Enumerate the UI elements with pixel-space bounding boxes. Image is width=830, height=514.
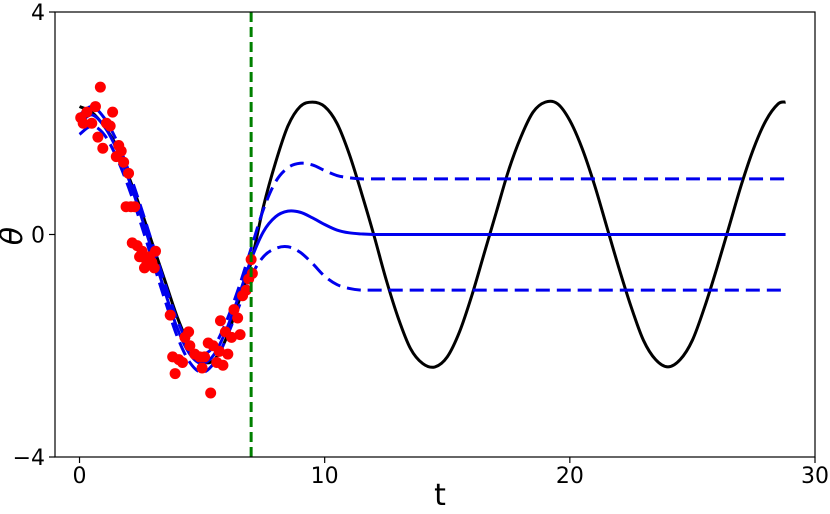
observation-point-31 — [169, 368, 181, 380]
x-tick-label-1: 10 — [311, 464, 339, 489]
observation-point-55 — [240, 284, 252, 296]
observation-point-47 — [217, 359, 229, 371]
data-layer — [75, 12, 786, 457]
plot-frame — [54, 11, 816, 458]
y-tick-label-0: −4 — [13, 446, 45, 471]
observation-point-4 — [89, 101, 101, 113]
prediction-upper-band — [78, 105, 786, 356]
observation-point-39 — [196, 362, 208, 374]
x-tick-label-0: 0 — [73, 464, 87, 489]
observation-point-10 — [107, 106, 119, 118]
y-axis-label: θ — [0, 227, 30, 245]
observation-point-5 — [92, 131, 104, 143]
observation-point-42 — [205, 387, 217, 399]
observation-point-51 — [228, 304, 240, 316]
observation-point-33 — [176, 356, 188, 368]
observation-point-7 — [97, 142, 109, 154]
y-tick-label-1: 0 — [31, 224, 45, 249]
observation-point-49 — [222, 348, 234, 360]
observation-point-14 — [118, 156, 130, 168]
observation-point-53 — [234, 329, 246, 341]
axis-layer: 0 10 20 30 −4 0 4 — [13, 1, 829, 489]
observation-point-46 — [214, 315, 226, 327]
observation-point-27 — [148, 262, 160, 274]
observation-point-1 — [77, 117, 89, 129]
x-axis-label: t — [434, 478, 446, 513]
observation-point-19 — [129, 201, 141, 213]
observation-point-50 — [226, 331, 238, 343]
x-tick-label-2: 20 — [556, 464, 584, 489]
observation-point-52 — [232, 312, 244, 324]
observation-point-6 — [94, 81, 106, 93]
prediction-mean-line — [78, 113, 786, 366]
observation-point-2 — [81, 106, 93, 118]
observation-point-3 — [86, 117, 98, 129]
observation-point-40 — [199, 351, 211, 363]
y-tick-label-2: 4 — [31, 1, 45, 26]
observation-point-13 — [115, 145, 127, 157]
observation-point-45 — [213, 345, 225, 357]
x-tick-label-3: 30 — [801, 464, 829, 489]
observation-point-28 — [150, 245, 162, 257]
observation-point-9 — [104, 120, 116, 132]
observation-point-16 — [123, 167, 135, 179]
observation-point-29 — [164, 309, 176, 321]
observation-point-35 — [183, 326, 195, 338]
observation-point-36 — [184, 340, 196, 352]
